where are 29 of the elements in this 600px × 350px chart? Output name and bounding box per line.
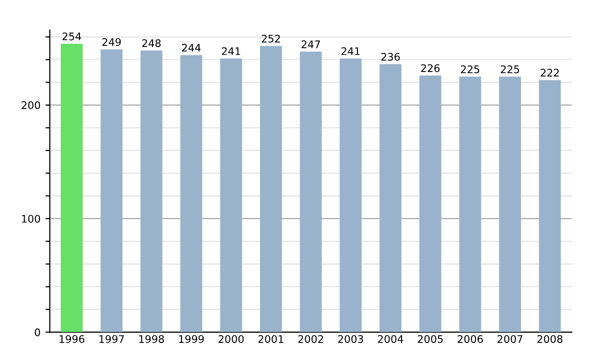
data-label: 244 <box>182 44 201 52</box>
data-label: 236 <box>381 52 400 61</box>
x-tick-label: 2001 <box>258 335 284 343</box>
data-label: 252 <box>262 34 280 43</box>
y-tick-label: 200 <box>22 101 40 110</box>
data-label: 248 <box>142 39 161 48</box>
data-label: 225 <box>500 65 520 74</box>
y-tick-label: 100 <box>22 214 40 223</box>
x-tick-label: 1999 <box>179 335 204 343</box>
x-tick-label: 2002 <box>298 335 324 343</box>
x-tick-label: 2000 <box>218 335 244 343</box>
data-label: 222 <box>540 68 559 77</box>
data-label: 241 <box>222 47 240 55</box>
x-tick-label: 2005 <box>418 335 443 343</box>
y-tick-label: 0 <box>34 328 40 336</box>
x-tick-label: 2007 <box>498 335 522 343</box>
data-label: 225 <box>461 65 480 74</box>
x-tick-label: 2003 <box>338 335 364 343</box>
data-label: 241 <box>341 47 360 55</box>
data-label: 247 <box>302 40 320 48</box>
data-label: 249 <box>102 38 121 46</box>
x-tick-label: 2006 <box>458 335 483 343</box>
x-tick-label: 1998 <box>139 335 164 343</box>
x-tick-label: 1996 <box>60 335 84 343</box>
data-label: 254 <box>62 32 82 40</box>
x-tick-label: 1997 <box>99 335 124 343</box>
x-tick-label: 2008 <box>537 335 562 343</box>
x-tick-label: 2004 <box>378 335 404 343</box>
data-label: 226 <box>421 64 440 72</box>
